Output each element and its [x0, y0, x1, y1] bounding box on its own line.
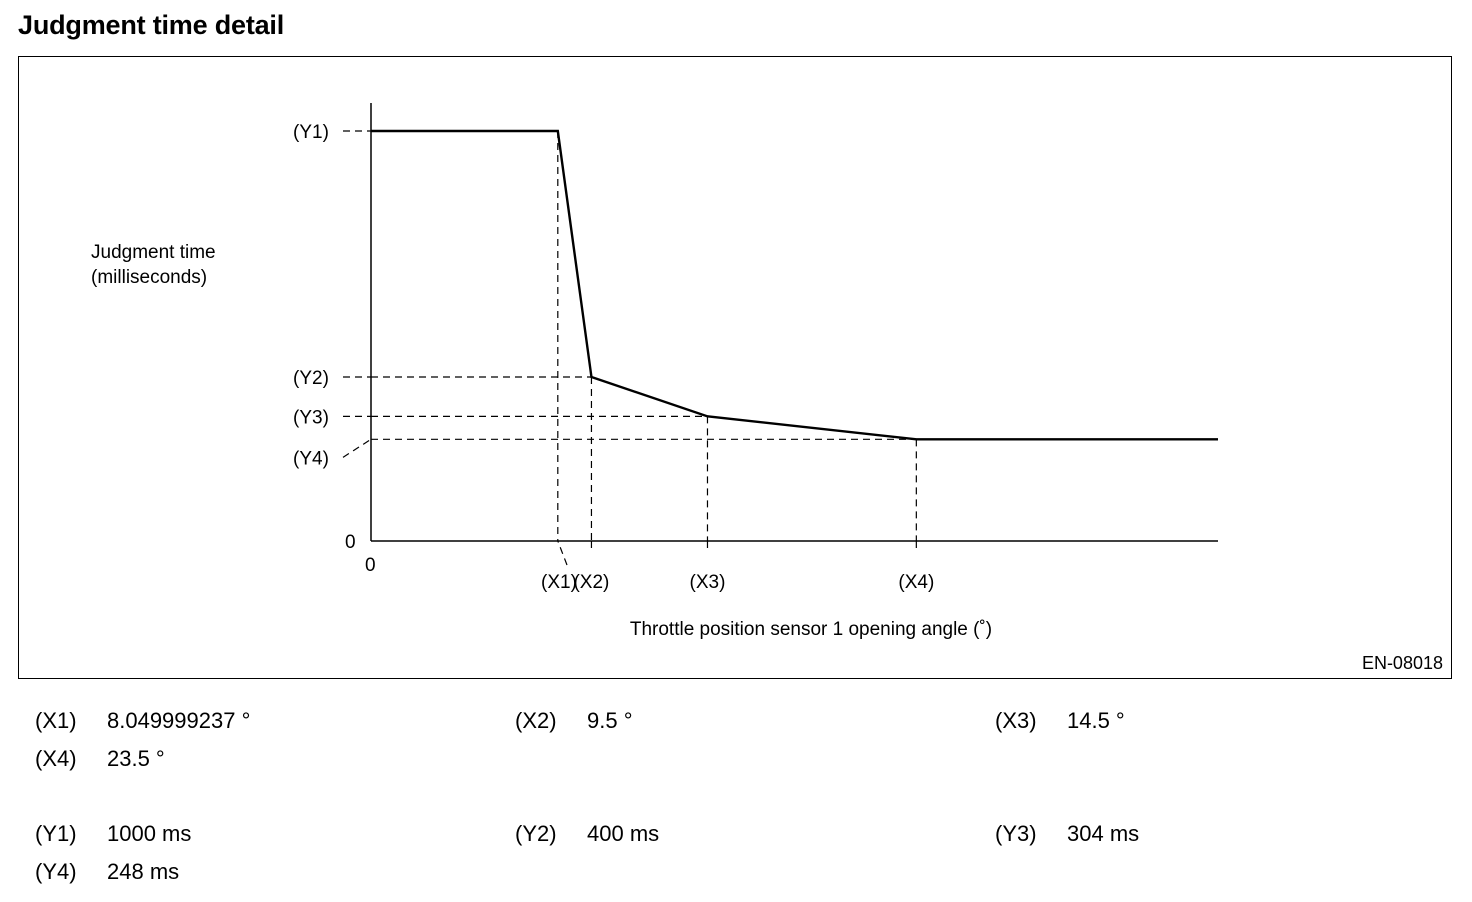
page-title: Judgment time detail [18, 10, 285, 40]
x-marker-label: (X4) [898, 572, 934, 593]
legend-value: 14.5 ° [1067, 708, 1125, 733]
x-axis-label: Throttle position sensor 1 opening angle… [630, 619, 992, 640]
legend-key: (Y4) [35, 859, 77, 884]
x-marker-label: (X1) [541, 572, 577, 593]
legend-value: 8.049999237 ° [107, 708, 251, 733]
x-marker-leader [557, 540, 568, 566]
y-marker-label: (Y3) [293, 407, 329, 428]
x-origin-label: 0 [365, 555, 376, 576]
y-marker-label: (Y2) [293, 368, 329, 389]
legend-key: (Y1) [35, 821, 77, 846]
legend-item-x3: (X3) 14.5 ° [995, 708, 1125, 734]
legend-value: 9.5 ° [587, 708, 633, 733]
legend-item-x4: (X4) 23.5 ° [35, 746, 165, 772]
legend-item-x2: (X2) 9.5 ° [515, 708, 633, 734]
legend-key: (X4) [35, 746, 77, 771]
legend-item-y4: (Y4) 248 ms [35, 859, 179, 885]
legend-value: 248 ms [107, 859, 180, 884]
legend-value: 304 ms [1067, 821, 1140, 846]
legend-value: 1000 ms [107, 821, 192, 846]
y-axis-label: Judgment time [91, 242, 216, 263]
figure-frame: 0 0 Judgment time (milliseconds) Throttle po… [18, 56, 1452, 679]
y-marker-label: (Y4) [293, 448, 329, 469]
legend-key: (Y2) [515, 821, 557, 846]
legend-key: (Y3) [995, 821, 1037, 846]
x-marker-label: (X3) [690, 572, 726, 593]
y-origin-label: 0 [345, 532, 356, 553]
chart: 00 Judgment time (milliseconds) Throttle po… [91, 103, 1219, 640]
figure-code: EN-08018 [1361, 653, 1443, 673]
legend-value: 400 ms [587, 821, 660, 846]
legend-item-y1: (Y1) 1000 ms [35, 821, 191, 847]
legend-key: (X3) [995, 708, 1037, 733]
y-axis-label-unit: (milliseconds) [91, 267, 207, 288]
legend-value: 23.5 ° [107, 746, 165, 771]
legend-item-x1: (X1) 8.049999237 ° [35, 708, 250, 734]
legend-key: (X2) [515, 708, 557, 733]
legend-key: (X1) [35, 708, 77, 733]
legend-item-y2: (Y2) 400 ms [515, 821, 659, 847]
y-marker-label: (Y1) [293, 122, 329, 143]
x-marker-label: (X2) [573, 572, 609, 593]
legend-item-y3: (Y3) 304 ms [995, 821, 1139, 847]
series-line [371, 129, 1218, 441]
y-marker-leader [342, 438, 372, 458]
